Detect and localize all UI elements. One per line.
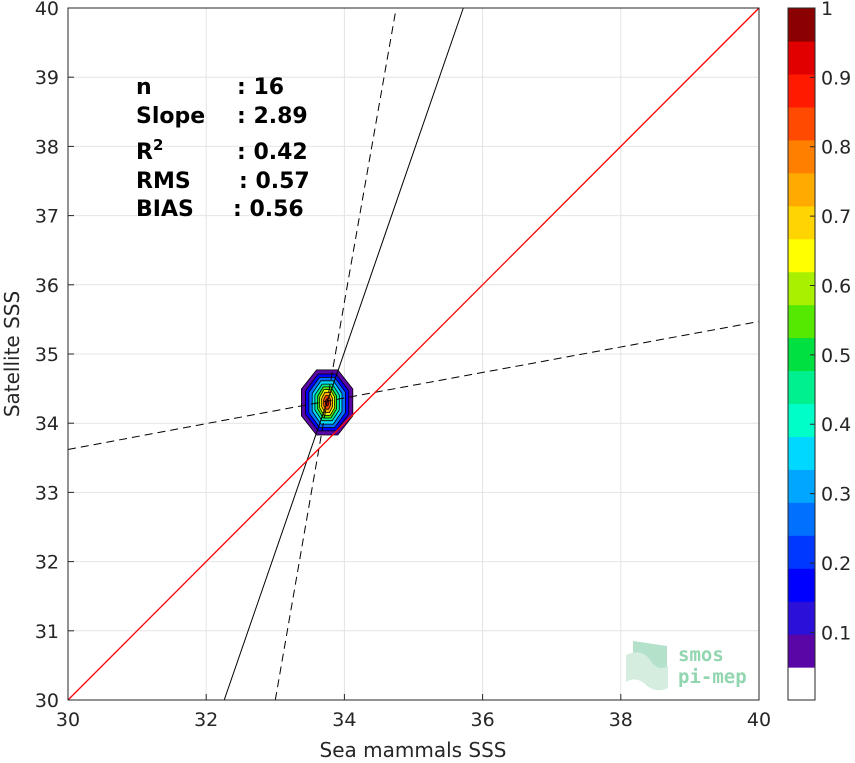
y-tick-label: 36 xyxy=(35,275,59,297)
colorbar-swatch xyxy=(788,73,815,108)
y-tick-label: 37 xyxy=(35,206,59,228)
colorbar-swatch xyxy=(788,8,815,42)
y-tick-label: 38 xyxy=(35,136,59,158)
stat-value: : 0.56 xyxy=(233,197,304,222)
logo-text-pi-mep: pi-mep xyxy=(678,666,747,688)
x-tick-label: 32 xyxy=(194,709,218,731)
stat-value: : 2.89 xyxy=(237,104,308,129)
regression-lines xyxy=(67,7,760,701)
colorbar-tick-label: 1 xyxy=(821,0,833,20)
colorbar-tick-label: 0.9 xyxy=(821,67,851,89)
colorbar-swatch xyxy=(788,238,815,273)
colorbar-tick-label: 0.4 xyxy=(821,414,851,436)
colorbar-swatch xyxy=(788,568,815,602)
colorbar-swatch xyxy=(788,205,815,240)
fit-line xyxy=(223,7,464,701)
colorbar-swatch xyxy=(788,370,815,405)
colorbar-swatch xyxy=(788,40,815,75)
stat-label: Slope xyxy=(136,104,205,129)
colorbar-swatch xyxy=(788,667,815,701)
y-tick-label: 30 xyxy=(35,690,59,712)
y-tick-label: 32 xyxy=(35,552,59,574)
logo-text-smos: smos xyxy=(678,644,724,666)
smos-pi-mep-logo: smos pi-mep xyxy=(626,641,747,691)
y-tick-label: 40 xyxy=(35,0,59,20)
colorbar-tick-label: 0.2 xyxy=(821,553,851,575)
y-tick-label: 31 xyxy=(35,621,59,643)
colorbar-tick-label: 0.3 xyxy=(821,484,851,506)
colorbar-swatch xyxy=(788,634,815,668)
colorbar-swatch xyxy=(788,304,815,339)
colorbar-swatch xyxy=(788,337,815,372)
colorbar-tick-label: 0.5 xyxy=(821,345,851,367)
x-tick-label: 34 xyxy=(332,709,356,731)
x-tick-label: 38 xyxy=(609,709,633,731)
colorbar-swatch xyxy=(788,403,815,437)
colorbar-swatch xyxy=(788,271,815,306)
colorbar-swatch xyxy=(788,172,815,207)
x-axis-label: Sea mammals SSS xyxy=(320,738,507,762)
stat-label: RMS xyxy=(136,169,191,194)
x-tick-label: 36 xyxy=(471,709,495,731)
colorbar-swatch xyxy=(788,106,815,141)
stat-value: : 0.42 xyxy=(237,140,308,165)
colorbar-tick-label: 0.1 xyxy=(821,622,851,644)
confidence-bound-shallow xyxy=(67,321,760,450)
x-axis-ticks: 30 32 34 36 38 40 xyxy=(56,694,771,731)
x-tick-label: 40 xyxy=(747,709,771,731)
logo-wave-icon-2 xyxy=(626,652,668,691)
y-axis-label: Satellite SSS xyxy=(0,291,24,417)
grid xyxy=(67,7,760,701)
y-tick-label: 33 xyxy=(35,482,59,504)
stat-value: : 16 xyxy=(237,75,284,100)
colorbar-tick-label: 0.7 xyxy=(821,206,851,228)
colorbar: 0.1 0.2 0.3 0.4 0.5 0.6 0.7 0.8 0.9 1 xyxy=(787,0,851,701)
colorbar-frame xyxy=(787,7,816,701)
colorbar-swatch xyxy=(788,469,815,503)
y-tick-label: 39 xyxy=(35,67,59,89)
colorbar-tick-label: 0.6 xyxy=(821,275,851,297)
colorbar-swatch xyxy=(788,502,815,536)
colorbar-swatch xyxy=(788,601,815,635)
colorbar-swatch xyxy=(788,139,815,174)
y-tick-label: 34 xyxy=(35,413,59,435)
colorbar-tick-label: 0.8 xyxy=(821,137,851,159)
colorbar-swatch xyxy=(788,436,815,470)
colorbar-swatch xyxy=(788,535,815,569)
y-tick-label: 35 xyxy=(35,344,59,366)
confidence-bound-steep xyxy=(274,7,397,701)
stat-label: n xyxy=(136,75,152,100)
identity-line xyxy=(67,7,760,701)
stat-value: : 0.57 xyxy=(239,169,310,194)
y-axis-ticks: 30 31 32 33 34 35 36 37 38 39 40 xyxy=(35,0,74,712)
stat-label: BIAS xyxy=(136,197,194,222)
x-tick-label: 30 xyxy=(56,709,80,731)
